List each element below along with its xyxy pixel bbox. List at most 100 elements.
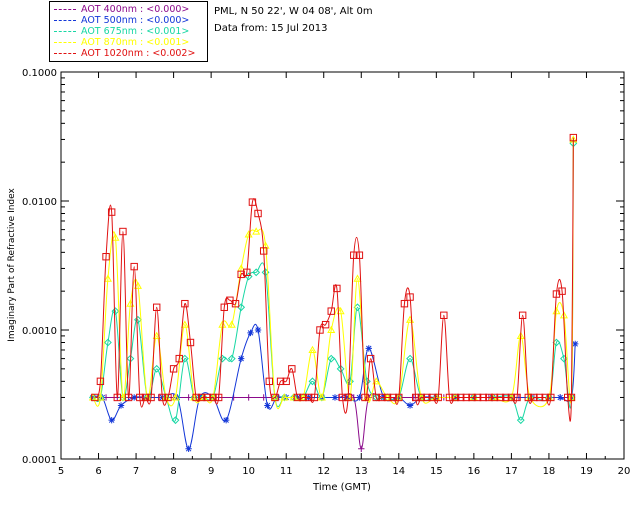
data-point [171,416,180,425]
data-point [485,393,493,402]
data-point [254,209,262,218]
data-point [378,393,386,402]
y-tick-label: 0.0001 [22,455,57,466]
data-point [153,303,161,311]
data-point [271,393,279,402]
data-point [462,393,471,402]
data-point [222,416,230,424]
data-point [567,393,576,402]
data-point [440,311,448,320]
data-point [327,325,336,334]
date-info: Data from: 15 Jul 2013 [214,23,328,34]
data-point [237,355,245,362]
data-point [308,377,317,386]
data-point [288,365,296,373]
data-point [175,354,183,363]
data-point [89,394,97,401]
data-point [479,393,487,402]
data-point [299,393,307,402]
data-point [96,377,105,386]
data-point [350,251,358,259]
data-point [317,393,326,402]
series-line [92,143,574,422]
data-point [227,354,236,363]
data-point [395,393,403,402]
x-tick-label: 20 [618,466,631,477]
data-point [406,402,414,409]
data-point [333,284,341,293]
data-point [247,329,254,337]
data-point [331,394,339,401]
y-axis-ticks: 0.0001 0.0010 0.0100 0.1000 [22,68,624,466]
data-point [344,393,352,402]
data-point [214,393,223,402]
data-point [556,394,564,401]
data-point [358,445,365,452]
data-point [227,320,236,328]
x-tick-label: 19 [580,466,593,477]
x-tick-label: 15 [430,466,443,477]
legend-label: AOT 400nm : <0.000> [81,4,190,15]
data-point [171,393,180,401]
series-aot-400nm [91,393,575,452]
data-point [96,393,105,401]
data-point [198,393,206,402]
data-point [113,393,121,402]
series-line [92,323,576,450]
data-point [270,393,279,401]
data-point [264,402,271,409]
data-point [507,393,516,402]
legend-label: AOT 870nm : <0.001> [81,37,190,48]
data-point [244,230,253,238]
data-point [147,393,155,402]
data-point [317,393,326,401]
data-point [547,393,555,402]
data-point [434,393,442,402]
data-point [316,326,324,334]
data-point [186,338,195,347]
data-point [111,233,120,241]
legend-swatch [54,53,76,54]
data-point [569,133,578,142]
data-point [535,393,544,402]
data-point [305,393,313,402]
data-point [310,393,319,402]
data-point [91,393,99,402]
data-point [338,393,347,402]
legend-swatch [54,9,76,10]
x-tick-label: 14 [392,466,405,477]
data-point [572,340,579,348]
data-point [417,393,426,402]
data-point [365,345,372,352]
data-point [124,393,133,402]
x-tick-label: 6 [95,466,101,477]
x-tick-label: 17 [505,466,518,477]
x-tick-label: 10 [242,466,255,477]
series-line [92,139,574,410]
data-point [152,364,161,373]
y-axis-label: Imaginary Part of Refractive Index [7,187,17,341]
data-point [490,393,499,402]
data-point [185,445,192,452]
data-point [308,345,317,354]
data-point [169,365,178,373]
data-point [218,354,227,363]
data-point [524,393,532,402]
data-point [130,394,138,401]
data-point [516,416,525,425]
data-point [237,270,245,279]
y-tick-label: 0.1000 [22,68,57,79]
data-point [353,274,362,282]
data-point [119,227,127,236]
data-point [372,393,380,402]
data-point [158,393,167,402]
data-point [366,354,375,363]
legend-swatch [54,20,76,21]
site-info: PML, N 50 22', W 04 08', Alt 0m [214,6,373,17]
x-tick-label: 11 [280,466,293,477]
series-aot-675nm [88,139,578,425]
data-point [103,274,112,282]
x-axis-ticks: 5 6 7 8 9 10 11 12 13 14 15 16 17 18 19 20 [58,72,631,477]
x-tick-label: 5 [58,466,64,477]
data-point [336,306,345,315]
